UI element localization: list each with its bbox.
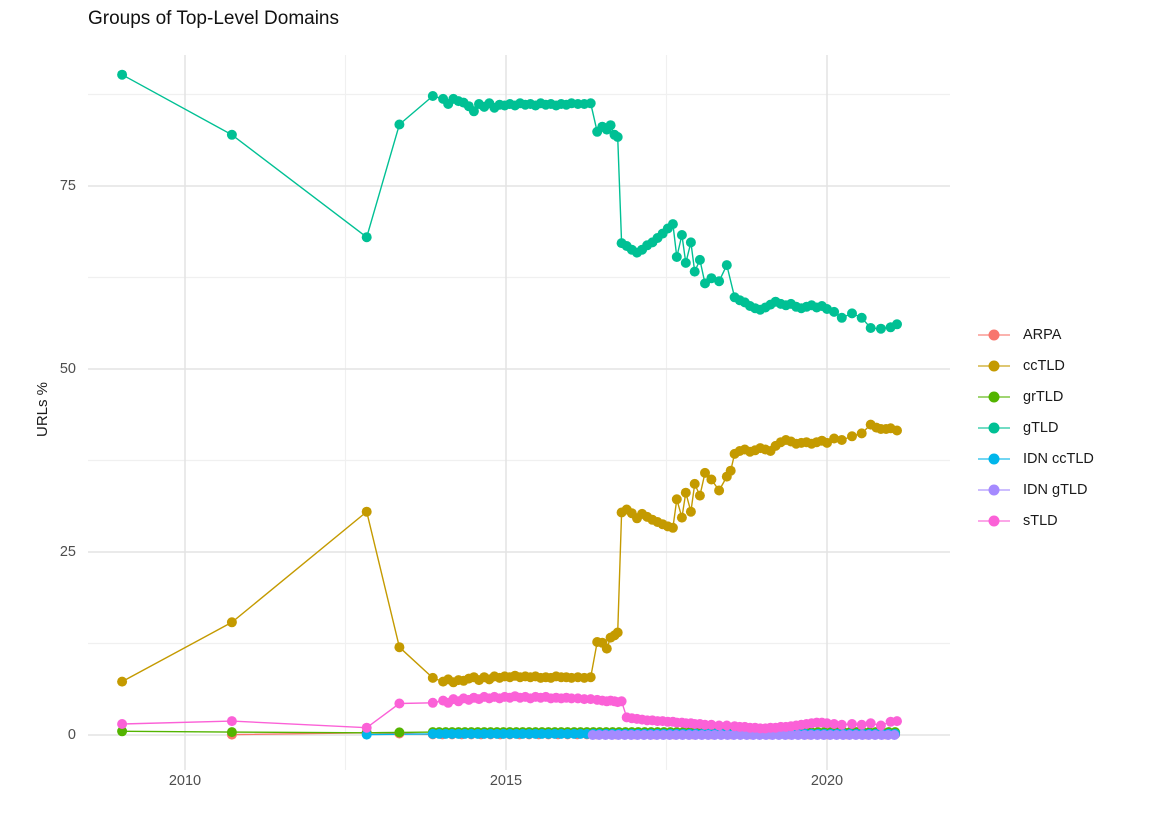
legend-key-cctld-icon (978, 360, 1010, 371)
y-axis-tick-label-75: 75 (59, 178, 76, 194)
legend-key-idn-gtld-icon (978, 484, 1010, 495)
y-axis-tick-label-0: 0 (67, 727, 76, 743)
legend-item-grtld: grTLD (976, 381, 1094, 412)
legend-label-idn-gtld: IDN gTLD (1023, 481, 1088, 498)
legend-key-gtld-icon (978, 422, 1010, 433)
legend-item-idn-cctld: IDN ccTLD (976, 443, 1094, 474)
legend-label-cctld: ccTLD (1023, 357, 1065, 374)
legend-label-stld: sTLD (1023, 512, 1058, 529)
legend-label-idn-cctld: IDN ccTLD (1023, 450, 1094, 467)
legend-key-grtld-icon (978, 391, 1010, 402)
legend-label-grtld: grTLD (1023, 388, 1064, 405)
x-axis-tick-label-2010: 2010 (168, 773, 202, 789)
legend-key-arpa-icon (978, 329, 1010, 340)
chart-title: Groups of Top-Level Domains (88, 8, 339, 29)
legend-key-stld-icon (978, 515, 1010, 526)
legend-item-gtld: gTLD (976, 412, 1094, 443)
x-axis-tick-label-2020: 2020 (810, 773, 844, 789)
legend-item-cctld: ccTLD (976, 350, 1094, 381)
x-axis-tick-label-2015: 2015 (489, 773, 523, 789)
legend-item-stld: sTLD (976, 505, 1094, 536)
legend-label-arpa: ARPA (1023, 326, 1062, 343)
y-axis-tick-label-25: 25 (59, 544, 76, 560)
legend: ARPA ccTLD grTLD gTLD IDN ccTLD IDN gTLD… (976, 319, 1094, 536)
legend-label-gtld: gTLD (1023, 419, 1059, 436)
legend-key-idn-cctld-icon (978, 453, 1010, 464)
legend-item-idn-gtld: IDN gTLD (976, 474, 1094, 505)
legend-item-arpa: ARPA (976, 319, 1094, 350)
y-axis-tick-label-50: 50 (59, 361, 76, 377)
